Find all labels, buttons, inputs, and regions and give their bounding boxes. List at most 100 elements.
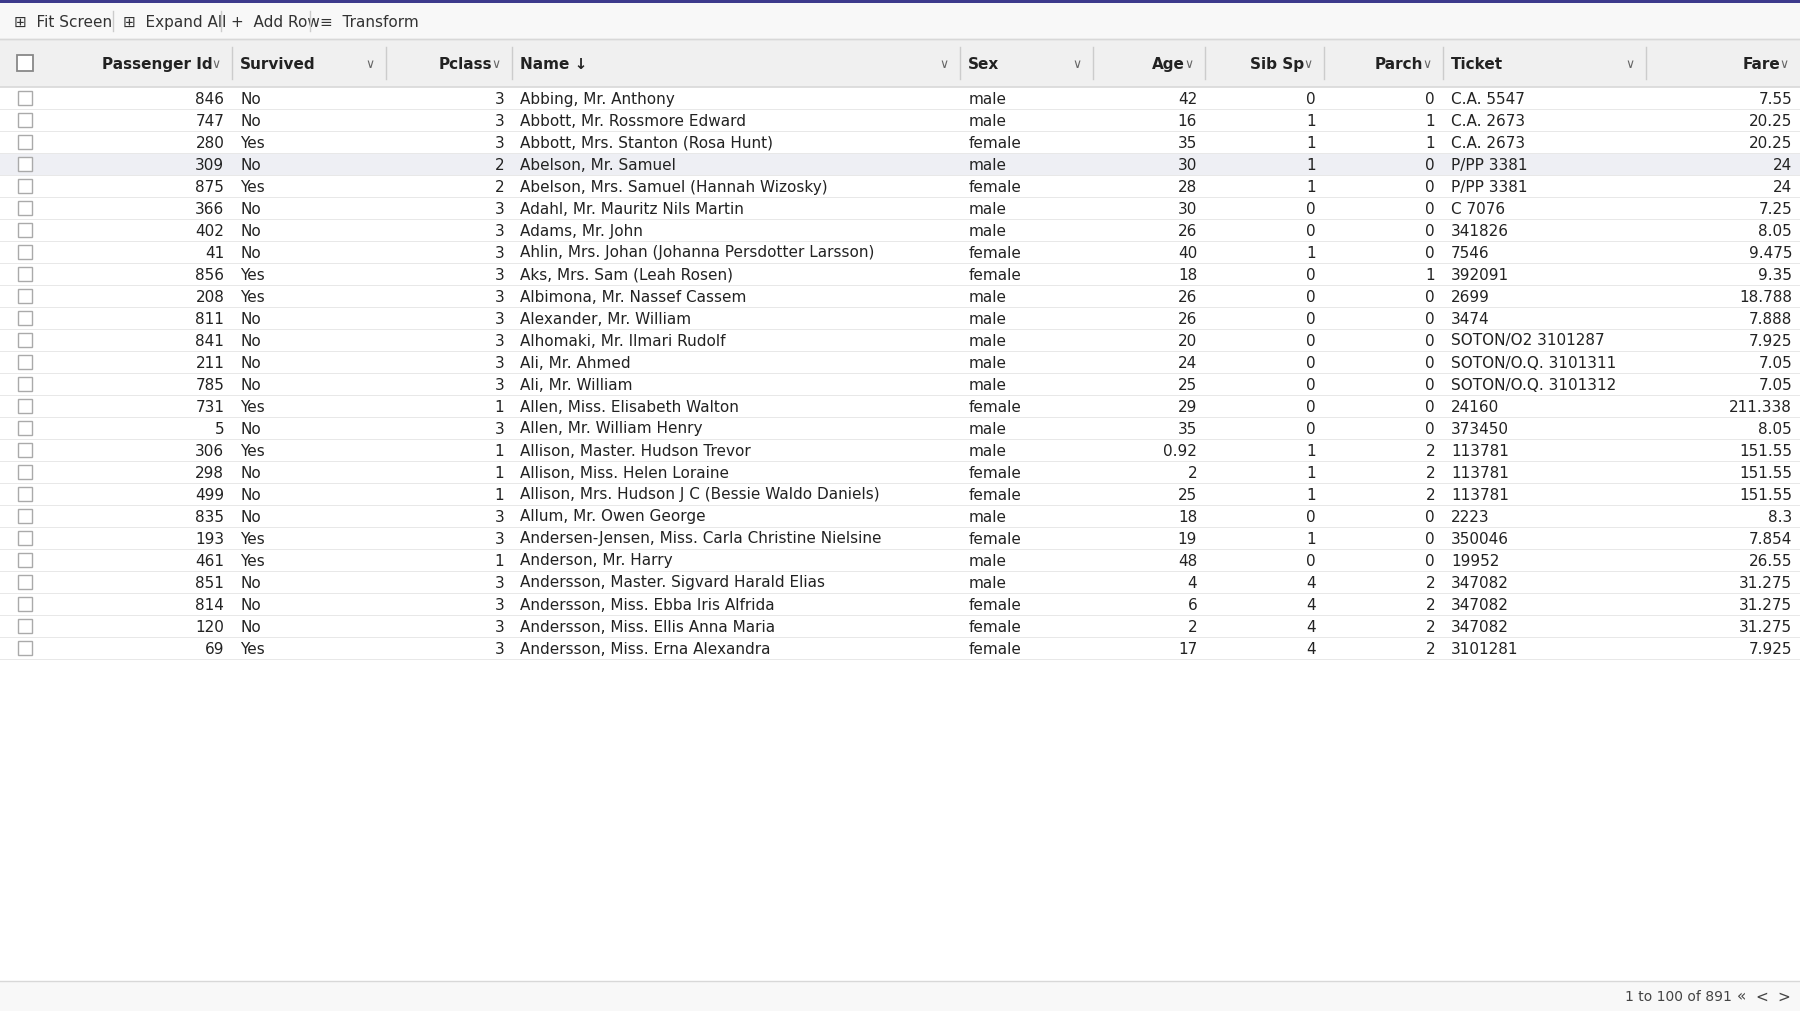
- Text: +  Add Row: + Add Row: [232, 14, 320, 29]
- Text: 1: 1: [1307, 113, 1316, 128]
- Bar: [0, 0, 1800, 4]
- Text: 4: 4: [1307, 641, 1316, 656]
- Text: 26: 26: [1177, 289, 1197, 304]
- Text: Parch: Parch: [1375, 57, 1424, 72]
- Text: Allen, Miss. Elisabeth Walton: Allen, Miss. Elisabeth Walton: [520, 399, 740, 415]
- Text: female: female: [968, 641, 1021, 656]
- Text: 3: 3: [495, 575, 504, 589]
- Text: male: male: [968, 355, 1006, 370]
- Text: Allum, Mr. Owen George: Allum, Mr. Owen George: [520, 509, 706, 524]
- Text: 347082: 347082: [1451, 575, 1508, 589]
- Text: 350046: 350046: [1451, 531, 1508, 546]
- Text: male: male: [968, 422, 1006, 436]
- Text: female: female: [968, 465, 1021, 480]
- Text: 8.3: 8.3: [1768, 509, 1793, 524]
- Text: Abbing, Mr. Anthony: Abbing, Mr. Anthony: [520, 91, 675, 106]
- Text: female: female: [968, 619, 1021, 634]
- Text: 7546: 7546: [1451, 246, 1490, 260]
- Text: 3: 3: [495, 596, 504, 612]
- Text: 0: 0: [1426, 223, 1435, 239]
- Text: 298: 298: [196, 465, 225, 480]
- Text: 0: 0: [1426, 179, 1435, 194]
- Text: 8.05: 8.05: [1759, 422, 1793, 436]
- Text: 3: 3: [495, 377, 504, 392]
- Text: female: female: [968, 531, 1021, 546]
- Text: No: No: [241, 596, 261, 612]
- Bar: [0, 88, 1800, 110]
- Text: 0: 0: [1307, 553, 1316, 568]
- Text: 7.55: 7.55: [1759, 91, 1793, 106]
- Text: 3: 3: [495, 289, 504, 304]
- Text: 0: 0: [1307, 223, 1316, 239]
- Text: 0: 0: [1426, 509, 1435, 524]
- Text: 0: 0: [1426, 289, 1435, 304]
- Text: 25: 25: [1177, 377, 1197, 392]
- Text: C.A. 5547: C.A. 5547: [1451, 91, 1525, 106]
- Text: Passenger Id: Passenger Id: [103, 57, 212, 72]
- Text: Sib Sp: Sib Sp: [1249, 57, 1305, 72]
- Text: 811: 811: [196, 311, 225, 327]
- Text: 26.55: 26.55: [1748, 553, 1793, 568]
- Text: ≡  Transform: ≡ Transform: [320, 14, 418, 29]
- Text: Allen, Mr. William Henry: Allen, Mr. William Henry: [520, 422, 702, 436]
- Text: 1: 1: [1307, 487, 1316, 502]
- Text: 1: 1: [495, 443, 504, 458]
- Text: No: No: [241, 158, 261, 172]
- Text: 3: 3: [495, 422, 504, 436]
- Text: ⊞  Expand All: ⊞ Expand All: [122, 14, 227, 29]
- Text: Adams, Mr. John: Adams, Mr. John: [520, 223, 643, 239]
- Text: Yes: Yes: [241, 531, 265, 546]
- Text: 31.275: 31.275: [1739, 619, 1793, 634]
- Bar: [18, 135, 32, 150]
- Bar: [18, 268, 32, 282]
- Text: 3: 3: [495, 246, 504, 260]
- Text: 31.275: 31.275: [1739, 596, 1793, 612]
- Text: male: male: [968, 113, 1006, 128]
- Text: 69: 69: [205, 641, 225, 656]
- Text: 499: 499: [194, 487, 225, 502]
- Text: 19: 19: [1177, 531, 1197, 546]
- Text: 25: 25: [1177, 487, 1197, 502]
- Bar: [18, 378, 32, 391]
- Text: 402: 402: [196, 223, 225, 239]
- Text: Andersen-Jensen, Miss. Carla Christine Nielsine: Andersen-Jensen, Miss. Carla Christine N…: [520, 531, 882, 546]
- Text: female: female: [968, 596, 1021, 612]
- Text: 814: 814: [196, 596, 225, 612]
- Text: 113781: 113781: [1451, 487, 1508, 502]
- Text: 0: 0: [1426, 553, 1435, 568]
- Text: 2: 2: [1426, 465, 1435, 480]
- Bar: [0, 330, 1800, 352]
- Text: 5: 5: [214, 422, 225, 436]
- Text: 0: 0: [1307, 355, 1316, 370]
- Bar: [18, 202, 32, 215]
- Bar: [18, 399, 32, 413]
- Bar: [18, 334, 32, 348]
- Text: No: No: [241, 619, 261, 634]
- Text: male: male: [968, 223, 1006, 239]
- Text: Ahlin, Mrs. Johan (Johanna Persdotter Larsson): Ahlin, Mrs. Johan (Johanna Persdotter La…: [520, 246, 875, 260]
- Text: female: female: [968, 135, 1021, 151]
- Text: Yes: Yes: [241, 399, 265, 415]
- Text: ∨: ∨: [365, 58, 374, 71]
- Text: 306: 306: [194, 443, 225, 458]
- Text: 1: 1: [495, 465, 504, 480]
- Text: ⊞  Fit Screen: ⊞ Fit Screen: [14, 14, 112, 29]
- Text: 0: 0: [1307, 201, 1316, 216]
- Text: 3: 3: [495, 531, 504, 546]
- Text: <: <: [1755, 989, 1768, 1004]
- Text: 1: 1: [495, 399, 504, 415]
- Text: male: male: [968, 91, 1006, 106]
- Text: No: No: [241, 377, 261, 392]
- Text: No: No: [241, 223, 261, 239]
- Text: Andersson, Miss. Ellis Anna Maria: Andersson, Miss. Ellis Anna Maria: [520, 619, 776, 634]
- Text: 35: 35: [1177, 422, 1197, 436]
- Bar: [18, 246, 32, 260]
- Text: Yes: Yes: [241, 289, 265, 304]
- Text: 193: 193: [194, 531, 225, 546]
- Text: 8.05: 8.05: [1759, 223, 1793, 239]
- Text: Abbott, Mrs. Stanton (Rosa Hunt): Abbott, Mrs. Stanton (Rosa Hunt): [520, 135, 774, 151]
- Text: 0: 0: [1426, 311, 1435, 327]
- Text: 0: 0: [1307, 334, 1316, 348]
- Text: Ali, Mr. William: Ali, Mr. William: [520, 377, 634, 392]
- Bar: [18, 620, 32, 633]
